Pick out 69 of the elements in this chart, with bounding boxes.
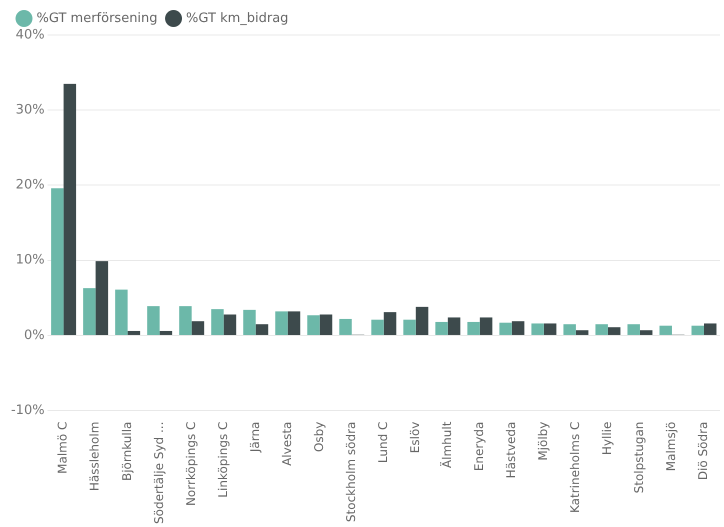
bar	[384, 312, 396, 335]
bar	[192, 321, 204, 335]
bar	[160, 330, 172, 335]
bar	[563, 324, 576, 335]
x-tick-label: Katrineholms C	[568, 422, 582, 513]
bar	[147, 306, 160, 335]
x-tick-label: Stockholm södra	[344, 422, 358, 522]
bar	[256, 324, 268, 335]
x-tick-label: Alvesta	[280, 422, 294, 466]
y-tick-label: -10%	[10, 402, 45, 418]
bar	[224, 314, 236, 335]
legend-label: %GT merförsening	[36, 10, 158, 26]
x-tick-label: Mjölby	[536, 422, 550, 461]
bar	[627, 324, 640, 335]
bar	[480, 317, 492, 335]
x-tick-label: Hyllie	[600, 422, 614, 456]
x-tick-label: Lund C	[376, 422, 390, 464]
bar	[211, 309, 224, 335]
bar	[307, 315, 320, 335]
bar	[640, 330, 652, 335]
y-tick-label: 40%	[16, 27, 45, 42]
y-tick-label: 0%	[24, 328, 45, 343]
legend-label: %GT km_bidrag	[186, 10, 288, 26]
x-tick-label: Eneryda	[472, 422, 486, 472]
x-tick-label: Norrköpings C	[184, 422, 198, 506]
x-tick-label: Hässleholm	[88, 422, 102, 492]
bar	[435, 322, 448, 335]
bar	[467, 322, 480, 335]
bar	[115, 290, 128, 335]
bar	[64, 84, 76, 335]
bar	[83, 288, 96, 335]
bar	[659, 326, 672, 335]
bar	[544, 323, 556, 335]
bar	[531, 323, 544, 335]
bar	[595, 324, 608, 335]
bar	[275, 311, 288, 335]
x-tick-label: Osby	[312, 422, 326, 452]
y-tick-label: 10%	[16, 252, 45, 268]
bar	[512, 321, 524, 335]
bar	[339, 318, 352, 335]
bar	[576, 330, 588, 335]
bar	[448, 317, 460, 335]
bar	[499, 322, 512, 335]
bar	[320, 314, 332, 335]
bar	[371, 320, 384, 335]
x-tick-label: Södertälje Syd ...	[152, 422, 166, 524]
y-tick-label: 20%	[16, 178, 45, 193]
bar	[288, 311, 300, 335]
bar	[416, 306, 428, 335]
bar	[403, 320, 416, 335]
bar	[51, 188, 64, 335]
bar	[96, 261, 108, 335]
bar	[692, 326, 704, 335]
x-tick-label: Diö Södra	[696, 422, 710, 480]
x-tick-label: Eslöv	[408, 422, 422, 454]
bar	[179, 306, 192, 335]
x-tick-label: Järna	[248, 422, 262, 454]
bar	[608, 327, 620, 335]
bar	[704, 323, 716, 335]
x-tick-label: Malmö C	[56, 422, 70, 474]
x-tick-label: Linköpings C	[216, 422, 230, 498]
x-tick-label: Stolpstugan	[632, 422, 646, 494]
bar	[243, 310, 256, 335]
x-tick-label: Björnkulla	[120, 422, 134, 482]
x-tick-label: Älmhult	[440, 421, 454, 468]
y-tick-label: 30%	[16, 102, 45, 118]
x-tick-label: Hästveda	[504, 422, 518, 478]
bar	[128, 330, 140, 335]
x-tick-label: Malmsjö	[664, 422, 678, 472]
